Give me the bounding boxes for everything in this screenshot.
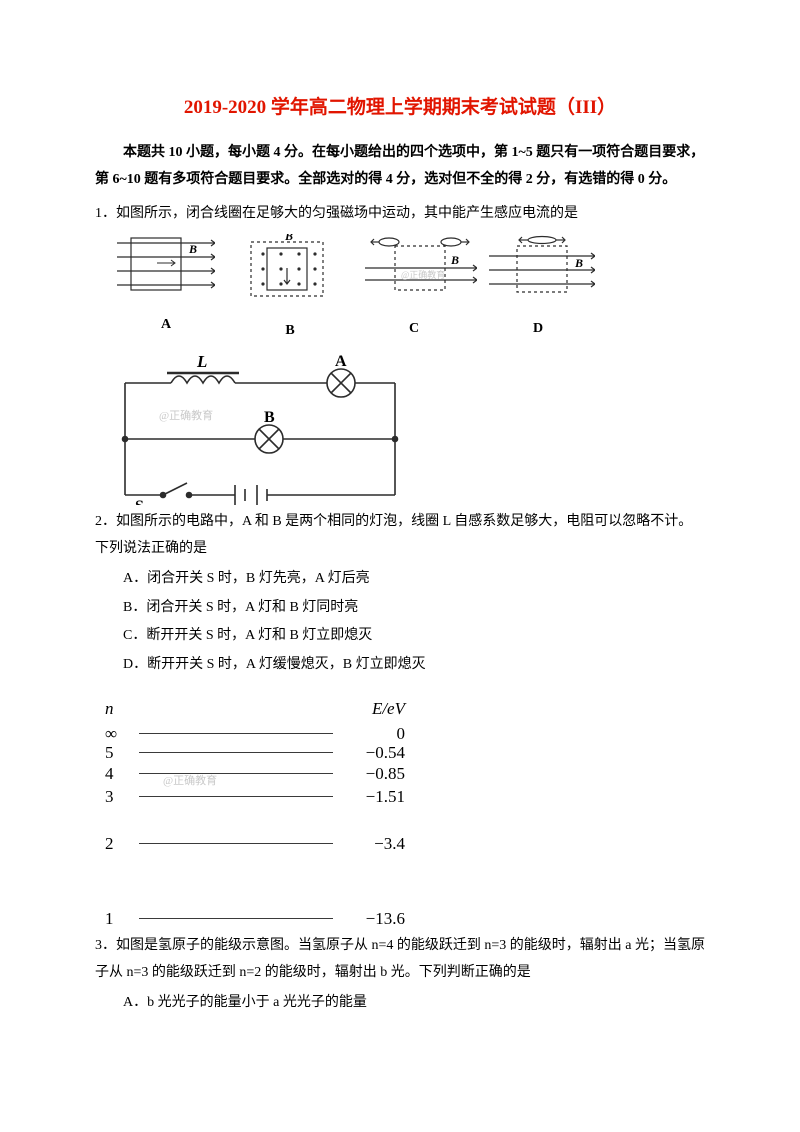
q1-label-b: B xyxy=(241,318,339,345)
page-title: 2019-2020 学年高二物理上学期期末考试试题（III） xyxy=(95,90,705,126)
q3-options: A．b 光光子的能量小于 a 光光子的能量 xyxy=(95,990,705,1017)
field-label-b: B xyxy=(574,256,583,270)
question-1: 1．如图所示，闭合线圈在足够大的匀强磁场中运动，其中能产生感应电流的是 xyxy=(95,201,705,228)
q1-diagrams: B A xyxy=(117,234,705,345)
energy-header-e: E/eV xyxy=(339,693,405,725)
q3-text: 如图是氢原子的能级示意图。当氢原子从 n=4 的能级跃迁到 n=3 的能级时，辐… xyxy=(95,938,705,980)
q2-opt-b: B．闭合开关 S 时，A 灯和 B 灯同时亮 xyxy=(123,595,705,622)
level-line xyxy=(139,843,333,844)
q1-number: 1． xyxy=(95,206,116,221)
level-line xyxy=(139,796,333,797)
energy-level-row: ∞0 xyxy=(105,725,405,742)
q1-diagram-b: B B xyxy=(241,234,339,345)
watermark-icon: @正确教育 xyxy=(159,408,213,422)
q2-opt-a: A．闭合开关 S 时，B 灯先亮，A 灯后亮 xyxy=(123,566,705,593)
level-n: 2 xyxy=(105,835,133,852)
level-e: −13.6 xyxy=(339,910,405,927)
level-n: 4 xyxy=(105,765,133,782)
energy-level-row: 1 −13.6 xyxy=(105,910,405,927)
watermark-icon: @正确教育 xyxy=(401,269,445,280)
instructions: 本题共 10 小题，每小题 4 分。在每小题给出的四个选项中，第 1~5 题只有… xyxy=(95,140,705,193)
q2-number: 2． xyxy=(95,514,116,529)
circuit-label-a: A xyxy=(335,355,347,370)
q2-options: A．闭合开关 S 时，B 灯先亮，A 灯后亮 B．闭合开关 S 时，A 灯和 B… xyxy=(95,566,705,678)
q3-opt-a: A．b 光光子的能量小于 a 光光子的能量 xyxy=(123,990,705,1017)
level-n: 3 xyxy=(105,788,133,805)
q2-circuit: L A B S @正确教育 xyxy=(105,355,415,505)
level-e: −3.4 xyxy=(339,835,405,852)
level-n: 5 xyxy=(105,744,133,761)
q1-diagram-c: B @正确教育 C xyxy=(365,234,463,343)
circuit-label-s: S xyxy=(135,498,144,505)
level-e: −0.85 xyxy=(339,765,405,782)
energy-header-n: n xyxy=(105,693,133,725)
watermark-icon: @正确教育 xyxy=(163,771,217,792)
field-label-b: B xyxy=(450,253,459,267)
q2-opt-c: C．断开开关 S 时，A 灯和 B 灯立即熄灭 xyxy=(123,623,705,650)
energy-level-row: 4 −0.85 xyxy=(105,765,405,782)
circuit-label-b: B xyxy=(264,409,275,426)
level-e: 0 xyxy=(339,725,405,742)
q2-text: 如图所示的电路中，A 和 B 是两个相同的灯泡，线圈 L 自感系数足够大，电阻可… xyxy=(95,514,692,556)
energy-level-row: 5 −0.54 xyxy=(105,744,405,761)
level-e: −1.51 xyxy=(339,788,405,805)
question-2: 2．如图所示的电路中，A 和 B 是两个相同的灯泡，线圈 L 自感系数足够大，电… xyxy=(95,509,705,562)
level-e: −0.54 xyxy=(339,744,405,761)
q1-label-d: D xyxy=(489,316,587,343)
q3-energy-diagram: n E/eV ∞05−0.544−0.853−1.512−3.41−13.6 @… xyxy=(105,693,405,927)
q3-number: 3． xyxy=(95,938,116,953)
q1-diagram-a: B A xyxy=(117,234,215,339)
field-label-b: B xyxy=(284,234,293,243)
q1-diagram-d: B D xyxy=(489,234,587,343)
q1-label-c: C xyxy=(365,316,463,343)
level-line xyxy=(139,918,333,919)
level-line xyxy=(139,752,333,753)
energy-level-row: 2 −3.4 xyxy=(105,835,405,852)
energy-level-row: 3 −1.51 xyxy=(105,788,405,805)
level-n: 1 xyxy=(105,910,133,927)
question-3: 3．如图是氢原子的能级示意图。当氢原子从 n=4 的能级跃迁到 n=3 的能级时… xyxy=(95,933,705,986)
level-line xyxy=(139,733,333,734)
q1-label-a: A xyxy=(117,312,215,339)
q2-opt-d: D．断开开关 S 时，A 灯缓慢熄灭，B 灯立即熄灭 xyxy=(123,652,705,679)
level-n: ∞ xyxy=(105,725,133,742)
field-label-b: B xyxy=(188,242,197,256)
q1-text: 如图所示，闭合线圈在足够大的匀强磁场中运动，其中能产生感应电流的是 xyxy=(116,206,578,221)
circuit-label-l: L xyxy=(196,355,207,371)
